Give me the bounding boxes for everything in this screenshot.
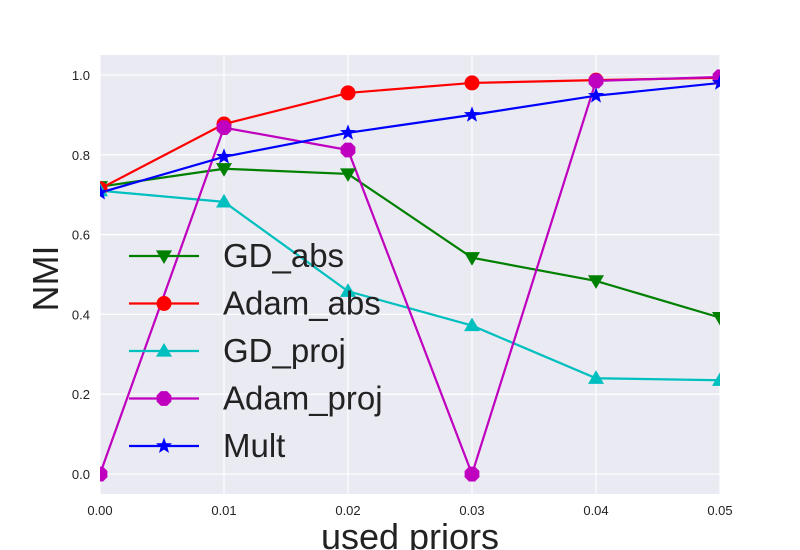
y-tick-label: 0.0 xyxy=(72,467,90,482)
legend-marker-adam-proj xyxy=(156,391,172,406)
data-point-adam-proj xyxy=(588,73,604,89)
series-line-adam-proj xyxy=(100,75,720,478)
data-point-gd-proj xyxy=(464,317,480,332)
y-tick-label: 0.2 xyxy=(72,387,90,402)
legend-label-adam-proj: Adam_proj xyxy=(223,380,383,417)
x-tick-label: 0.00 xyxy=(87,503,112,518)
data-point-mult xyxy=(100,184,109,200)
data-point-gd-abs xyxy=(340,168,356,182)
x-axis-ticks: 0.00 0.01 0.02 0.03 0.04 0.05 xyxy=(87,503,732,518)
data-point-gd-proj xyxy=(340,283,356,297)
data-point-adam-proj xyxy=(340,142,356,158)
data-point-gd-abs xyxy=(712,312,720,326)
x-tick-label: 0.05 xyxy=(707,503,732,518)
x-tick-label: 0.04 xyxy=(583,503,608,518)
y-tick-label: 0.8 xyxy=(72,148,90,163)
legend-item-adam-abs: Adam_abs xyxy=(129,285,381,322)
legend-item-adam-proj: Adam_proj xyxy=(129,380,383,417)
data-point-mult xyxy=(463,106,481,122)
y-axis-title: NMI xyxy=(25,246,66,312)
legend-label-gd-proj: GD_proj xyxy=(223,332,346,369)
series-line-mult xyxy=(100,81,720,194)
markers-layer xyxy=(100,69,720,482)
data-point-mult xyxy=(711,74,720,90)
legend-marker-adam-abs xyxy=(156,296,172,311)
legend-marker-gd-proj xyxy=(156,343,172,357)
x-axis-title: used priors xyxy=(321,516,499,550)
data-point-gd-abs xyxy=(464,252,480,266)
data-point-gd-proj xyxy=(216,193,232,208)
data-point-mult xyxy=(339,124,357,140)
data-point-adam-proj xyxy=(100,466,108,482)
data-point-gd-abs xyxy=(216,163,232,177)
legend-item-gd-abs: GD_abs xyxy=(129,237,344,274)
data-point-gd-proj xyxy=(712,372,720,386)
y-tick-label: 0.6 xyxy=(72,228,90,243)
legend-label-adam-abs: Adam_abs xyxy=(223,285,381,322)
legend-marker-mult xyxy=(155,437,173,453)
data-point-adam-abs xyxy=(340,85,356,101)
series-line-gd-abs xyxy=(100,167,720,319)
data-point-adam-proj xyxy=(464,466,480,482)
legend-item-mult: Mult xyxy=(129,427,285,464)
legend-marker-gd-abs xyxy=(156,250,172,264)
x-tick-label: 0.01 xyxy=(211,503,236,518)
data-point-mult xyxy=(215,148,233,164)
legend: GD_abs Adam_abs GD_proj Adam_proj Mult xyxy=(129,237,383,464)
legend-label-mult: Mult xyxy=(223,427,285,464)
plot-area xyxy=(100,55,720,494)
data-point-gd-proj xyxy=(588,370,604,384)
series-line-gd-proj xyxy=(100,189,720,382)
x-tick-label: 0.02 xyxy=(335,503,360,518)
legend-label-gd-abs: GD_abs xyxy=(223,237,344,274)
x-tick-label: 0.03 xyxy=(459,503,484,518)
data-point-mult xyxy=(587,87,605,103)
y-tick-label: 0.4 xyxy=(72,307,90,322)
data-point-adam-proj xyxy=(216,120,232,136)
series-group xyxy=(100,75,720,478)
data-point-adam-abs xyxy=(464,75,480,91)
y-axis-ticks: 0.0 0.2 0.4 0.6 0.8 1.0 xyxy=(72,68,90,482)
y-tick-label: 1.0 xyxy=(72,68,90,83)
data-point-gd-abs xyxy=(588,275,604,289)
legend-item-gd-proj: GD_proj xyxy=(129,332,346,369)
